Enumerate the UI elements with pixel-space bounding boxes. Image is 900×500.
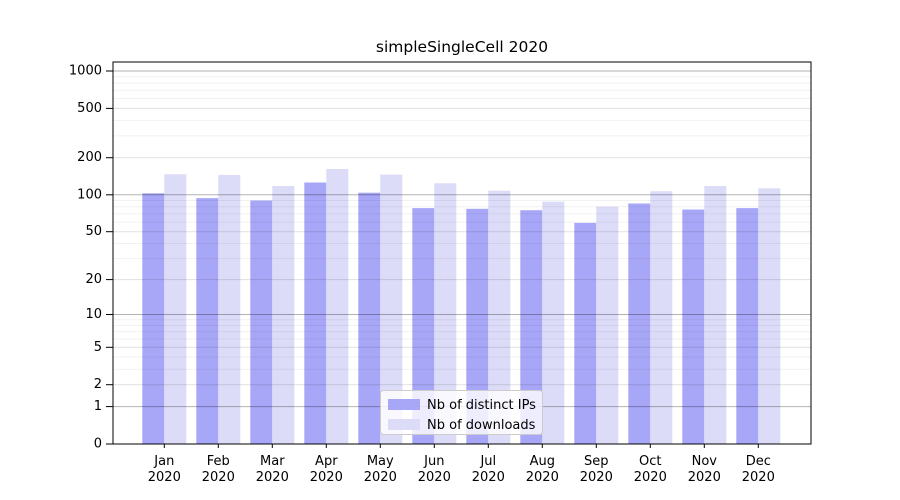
x-tick-label: Nov 2020 [688,454,721,485]
bar-ips-mar-2020 [250,200,273,444]
bar-downloads-oct-2020 [650,191,673,444]
y-tick-label: 1 [94,399,102,414]
y-tick-label: 50 [85,224,102,239]
y-tick-label: 20 [85,272,102,287]
bar-ips-jan-2020 [142,193,165,444]
legend-swatch-downloads [388,419,420,430]
x-tick-label: Sep 2020 [580,454,613,485]
gridlines-group [113,70,811,408]
x-axis: Jan 2020 Feb 2020 Mar 2020 Apr 2020 May 2020 Jun 20… [148,444,775,485]
y-tick-label: 500 [77,101,102,116]
bar-downloads-apr-2020 [326,169,349,444]
x-tick-label: Oct 2020 [634,454,667,485]
bar-ips-aug-2020 [520,210,543,444]
bar-downloads-sep-2020 [596,206,619,444]
bar-downloads-dec-2020 [758,188,781,444]
x-tick-label: Mar 2020 [256,454,289,485]
bar-ips-jul-2020 [466,208,489,444]
bar-downloads-nov-2020 [704,186,727,444]
x-tick-label: Jan 2020 [148,454,181,485]
legend-label-downloads: Nb of downloads [427,418,536,433]
x-tick-label: Feb 2020 [202,454,235,485]
plot-border [112,61,812,445]
bar-ips-sep-2020 [574,222,597,444]
x-tick-label: May 2020 [364,454,397,485]
bar-downloads-feb-2020 [218,174,241,444]
bar-ips-jun-2020 [412,208,435,444]
x-tick-label: Aug 2020 [526,454,559,485]
y-tick-label: 0 [94,437,102,452]
bar-downloads-jul-2020 [488,190,511,444]
bar-downloads-jan-2020 [164,174,187,444]
x-tick-label: Jul 2020 [472,454,505,485]
bars-group [142,169,781,445]
y-tick-label: 10 [85,307,102,322]
chart-title: simpleSingleCell 2020 [376,38,548,56]
bar-ips-may-2020 [358,192,381,444]
legend-box [380,390,543,435]
x-tick-label: Jun 2020 [418,454,451,485]
bar-ips-oct-2020 [628,203,651,444]
x-tick-label: Dec 2020 [742,454,775,485]
y-tick-label: 5 [94,340,102,355]
bar-ips-feb-2020 [196,198,219,444]
bar-ips-dec-2020 [736,208,759,444]
bar-downloads-aug-2020 [542,201,565,444]
bar-downloads-jun-2020 [434,183,457,445]
bar-downloads-mar-2020 [272,186,295,444]
bar-ips-apr-2020 [304,182,327,444]
bar-downloads-may-2020 [380,174,403,444]
y-tick-label: 2 [94,377,102,392]
y-tick-label: 200 [77,150,102,165]
y-tick-label: 100 [77,187,102,202]
legend-label-ips: Nb of distinct IPs [427,398,536,413]
legend-swatch-ips [388,399,420,410]
legend: Nb of distinct IPs Nb of downloads [380,390,543,435]
y-tick-label: 1000 [69,64,102,79]
y-axis: 0 1 2 5 10 20 50 100 200 500 1000 [69,64,113,452]
bar-ips-nov-2020 [682,209,705,444]
x-tick-label: Apr 2020 [310,454,343,485]
